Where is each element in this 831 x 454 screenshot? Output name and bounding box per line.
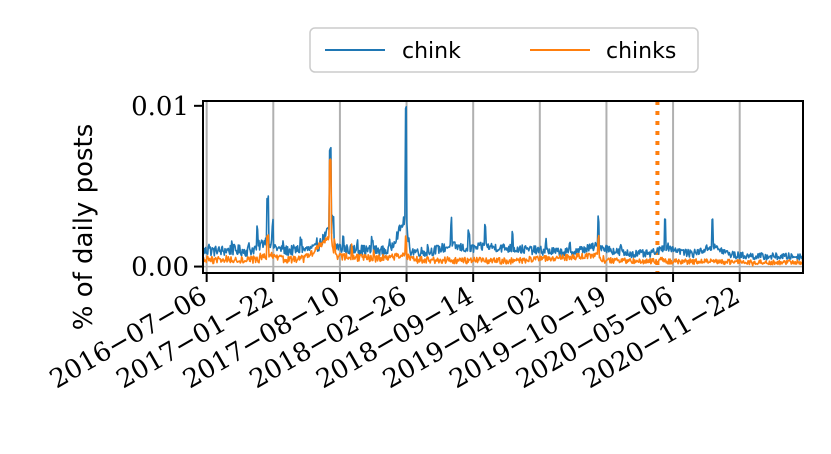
x-axis: 2016−07−062017−01−222017−08−102018−02−26… [45,273,745,395]
legend: chink chinks [309,27,699,73]
y-tick-label: 0.01 [131,92,189,122]
legend-label-chink: chink [402,39,461,64]
series-lines [202,106,804,267]
grid-lines [203,101,803,273]
plot-frame [202,100,804,274]
y-axis: 0.00 0.01 [131,92,203,283]
series-line-chinks [202,158,804,267]
y-tick-label: 0.00 [131,253,189,283]
series-line-chink [202,106,804,261]
legend-box [309,27,699,73]
legend-label-chinks: chinks [606,39,676,64]
y-axis-label: % of daily posts [69,124,99,331]
